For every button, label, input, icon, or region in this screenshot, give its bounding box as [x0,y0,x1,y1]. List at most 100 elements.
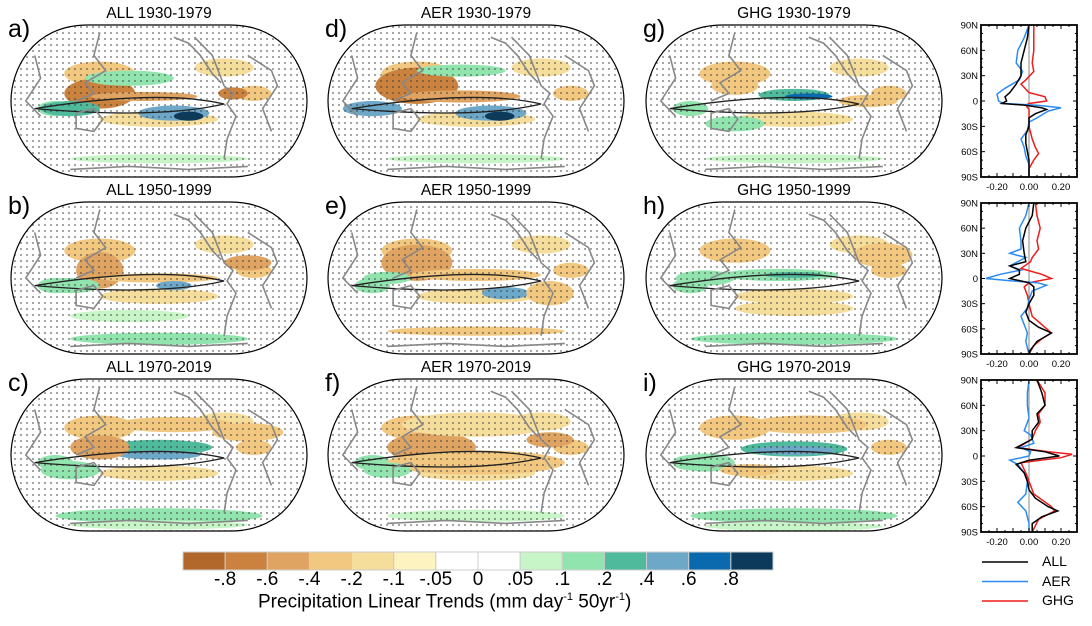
coastline [490,213,539,261]
coastline [341,409,359,471]
coastline [828,390,872,513]
coastline [173,36,222,84]
x-tick-label: 0.00 [1020,537,1039,548]
coastline [193,213,237,336]
coastline [173,390,222,438]
coastline [75,386,107,456]
panel-label: c) [8,369,29,397]
warm-pool-contour [351,450,542,468]
coastline [387,342,565,348]
coastline [341,232,359,294]
significance-stipple [646,25,942,177]
coastline [510,390,554,513]
map-panel [11,25,307,177]
map-border [327,201,625,355]
colorbar-title-text: 50yr [572,591,616,613]
coastline [808,213,857,261]
coastline [564,54,596,132]
coastline [247,231,279,309]
colorbar-swatch [519,551,563,571]
colorbar-tick-label: .2 [596,569,613,590]
coastline [75,284,104,310]
colorbar-swatch [266,551,310,571]
coastline [392,386,424,456]
colorbar-swatch [730,551,774,571]
legend-label: ALL [1042,553,1067,569]
coastline [710,209,742,279]
coastline [392,284,421,310]
warm-pool-contour [34,273,225,291]
coastline [70,342,248,348]
coastline [173,213,222,261]
coastline [70,165,248,171]
coastline [882,408,914,486]
map-border [645,24,943,178]
coastline [24,55,42,117]
colorbar-swatch [393,551,437,571]
colorbar-title-sup: -1 [563,591,573,603]
colorbar-tick-label: -.05 [419,569,453,590]
panel-label: e) [325,192,348,220]
colorbar-swatch [224,551,268,571]
panel-title: GHG 1930-1979 [737,5,851,22]
series-line-aer [1007,379,1035,532]
panel-title: AER 1950-1999 [420,182,532,199]
y-tick-label: 30N [961,71,979,82]
y-tick-label: 60S [961,324,978,335]
series-line-all [999,24,1049,177]
colorbar-tick-label: -.4 [298,569,321,590]
panel-title: GHG 1970-2019 [737,359,851,376]
x-tick-label: 0.00 [1020,182,1039,193]
colorbar-swatch [688,551,732,571]
panel-label: i) [643,369,657,397]
map-panel [646,379,942,531]
coastline [808,390,857,438]
significance-stipple [646,202,942,354]
series-line-aer [996,24,1062,177]
coastline [659,55,677,117]
panel-label: f) [325,369,341,397]
coastline [564,231,596,309]
colorbar-tick-label: -.8 [214,569,237,590]
panel-label: g) [643,15,666,43]
coastline [387,519,565,525]
colorbar-swatch [182,551,226,571]
y-tick-label: 60S [961,502,978,513]
coastline [341,55,359,117]
y-tick-label: 90N [961,376,979,387]
y-tick-label: 90S [961,350,978,361]
map-panel [646,25,942,177]
map-border [327,24,625,178]
map-panel [328,379,624,531]
series-line-ghg [1015,379,1073,533]
colorbar-title: Precipitation Linear Trends (mm day-1 50… [258,591,631,613]
coastline [659,409,677,471]
warm-pool-contour [351,273,542,291]
colorbar-tick-label: .8 [722,569,739,590]
coastline [490,36,539,84]
coastline [247,408,279,486]
map-panel [328,25,624,177]
y-tick-label: 90S [961,173,978,184]
coastline [70,519,248,525]
coastline [710,32,742,102]
colorbar-swatch [351,551,395,571]
panel-label: d) [325,15,348,43]
warm-pool-contour [669,450,860,468]
significance-stipple [11,25,307,177]
coastline [75,107,104,133]
significance-stipple [328,25,624,177]
warm-pool-contour [34,96,225,114]
y-tick-label: 30S [961,477,978,488]
x-tick-label: -0.20 [986,359,1008,370]
coastline [710,461,739,487]
warm-pool-contour [669,96,860,114]
y-tick-label: 60N [961,46,979,57]
colorbar-tick-label: .05 [506,569,534,590]
coastline [75,209,107,279]
y-tick-label: 0 [973,452,978,463]
map-border [10,378,308,532]
panel-title: AER 1970-2019 [420,359,532,376]
significance-stipple [11,202,307,354]
colorbar-swatch [646,551,690,571]
